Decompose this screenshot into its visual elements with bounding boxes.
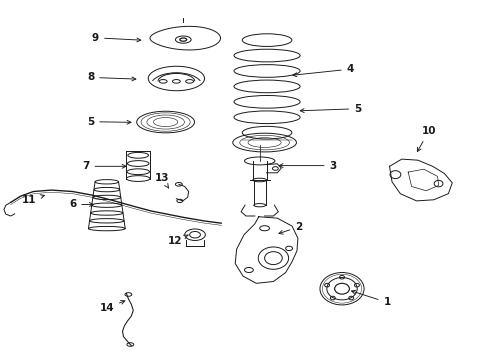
Text: 11: 11 — [22, 195, 45, 205]
Text: 7: 7 — [82, 161, 126, 171]
Text: 2: 2 — [279, 222, 302, 234]
Text: 8: 8 — [87, 72, 136, 82]
Text: 9: 9 — [92, 33, 141, 43]
Text: 13: 13 — [154, 173, 169, 188]
Text: 5: 5 — [87, 117, 131, 127]
Text: 10: 10 — [417, 126, 436, 152]
Text: 4: 4 — [293, 64, 354, 77]
Text: 5: 5 — [300, 104, 361, 114]
Text: 6: 6 — [69, 199, 93, 210]
Text: 14: 14 — [99, 301, 125, 313]
Text: 3: 3 — [279, 161, 337, 171]
Text: 12: 12 — [168, 235, 188, 246]
Text: 1: 1 — [351, 290, 391, 307]
